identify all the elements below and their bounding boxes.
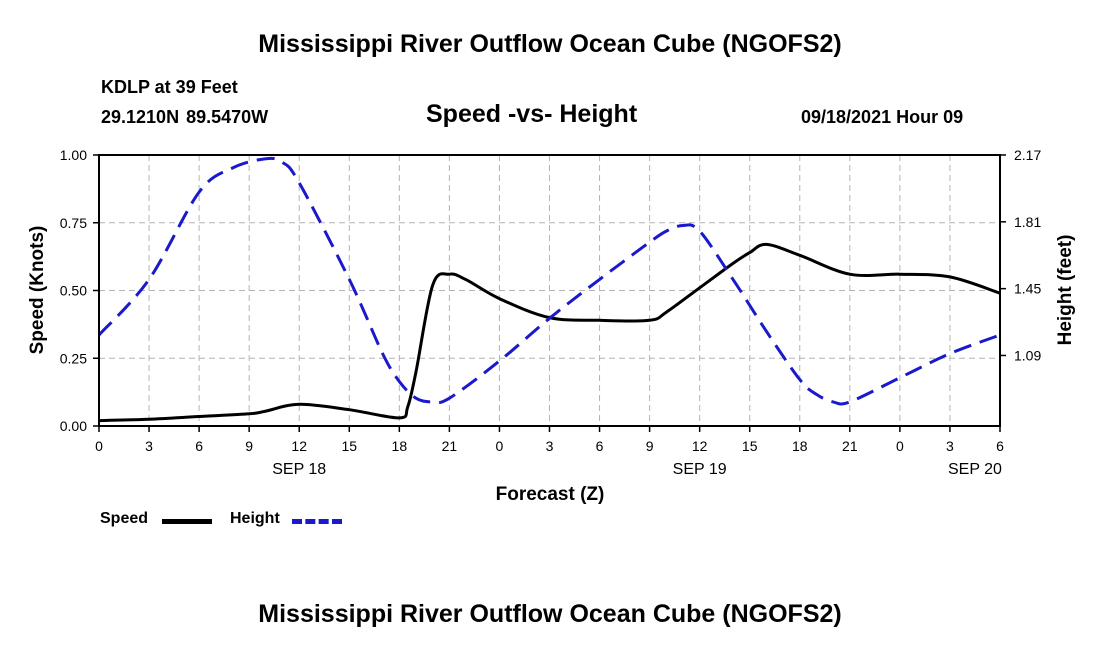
coordinates-label: 29.1210N 89.5470W: [101, 107, 269, 127]
forecast-datetime: 09/18/2021 Hour 09: [801, 107, 964, 127]
y2-tick-label: 1.81: [1014, 214, 1041, 230]
y-tick-label: 0.25: [60, 350, 87, 366]
y-tick-label: 1.00: [60, 147, 87, 163]
x-tick-label: 0: [496, 438, 504, 454]
x-tick-label: 18: [792, 438, 808, 454]
x-tick-label: 21: [842, 438, 858, 454]
x-tick-label: 18: [392, 438, 408, 454]
grid-layer: [99, 155, 1000, 426]
date-label: SEP 18: [272, 461, 326, 478]
x-tick-label: 15: [742, 438, 758, 454]
x-tick-label: 21: [442, 438, 458, 454]
x-tick-label: 15: [341, 438, 357, 454]
date-label: SEP 20: [948, 461, 1002, 478]
y2-tick-label: 1.45: [1014, 281, 1041, 297]
x-tick-label: 3: [546, 438, 554, 454]
date-label: SEP 19: [673, 461, 727, 478]
x-tick-label: 9: [245, 438, 253, 454]
y-tick-label: 0.00: [60, 418, 87, 434]
x-tick-label: 3: [946, 438, 954, 454]
y2-tick-label: 1.09: [1014, 347, 1041, 363]
legend-speed-swatch: [162, 519, 212, 524]
x-tick-label: 12: [291, 438, 307, 454]
legend-height-swatch: [292, 519, 342, 524]
x-tick-label: 6: [596, 438, 604, 454]
chart-title-bottom: Mississippi River Outflow Ocean Cube (NG…: [258, 600, 842, 628]
y-tick-label: 0.75: [60, 215, 87, 231]
x-tick-label: 6: [996, 438, 1004, 454]
series-line-speed: [99, 242, 1000, 423]
x-tick-label: 9: [646, 438, 654, 454]
x-tick-label: 6: [195, 438, 203, 454]
station-label: KDLP at 39 Feet: [101, 77, 238, 97]
y2-tick-label: 2.17: [1014, 147, 1041, 163]
y2-axis-label: Height (feet): [1055, 235, 1076, 346]
legend-speed-label: Speed: [100, 510, 149, 527]
plot-title: Speed -vs- Height: [426, 100, 638, 128]
x-tick-label: 3: [145, 438, 153, 454]
series-line-height: [99, 156, 1000, 406]
x-tick-label: 0: [95, 438, 103, 454]
legend-height-label: Height: [230, 510, 280, 527]
series-layer: [99, 156, 1000, 423]
chart-title-top: Mississippi River Outflow Ocean Cube (NG…: [258, 30, 842, 58]
x-tick-label: 12: [692, 438, 708, 454]
axis-layer: 0 3 6 9 12 15 18 21 0 3 6 9 12 15 18 21 0 3 6 SEP 18 SEP 19 S…: [60, 147, 1042, 478]
x-axis-label: Forecast (Z): [496, 484, 605, 505]
y-tick-label: 0.50: [60, 283, 87, 299]
x-tick-label: 0: [896, 438, 904, 454]
y-axis-label: Speed (Knots): [27, 226, 48, 355]
